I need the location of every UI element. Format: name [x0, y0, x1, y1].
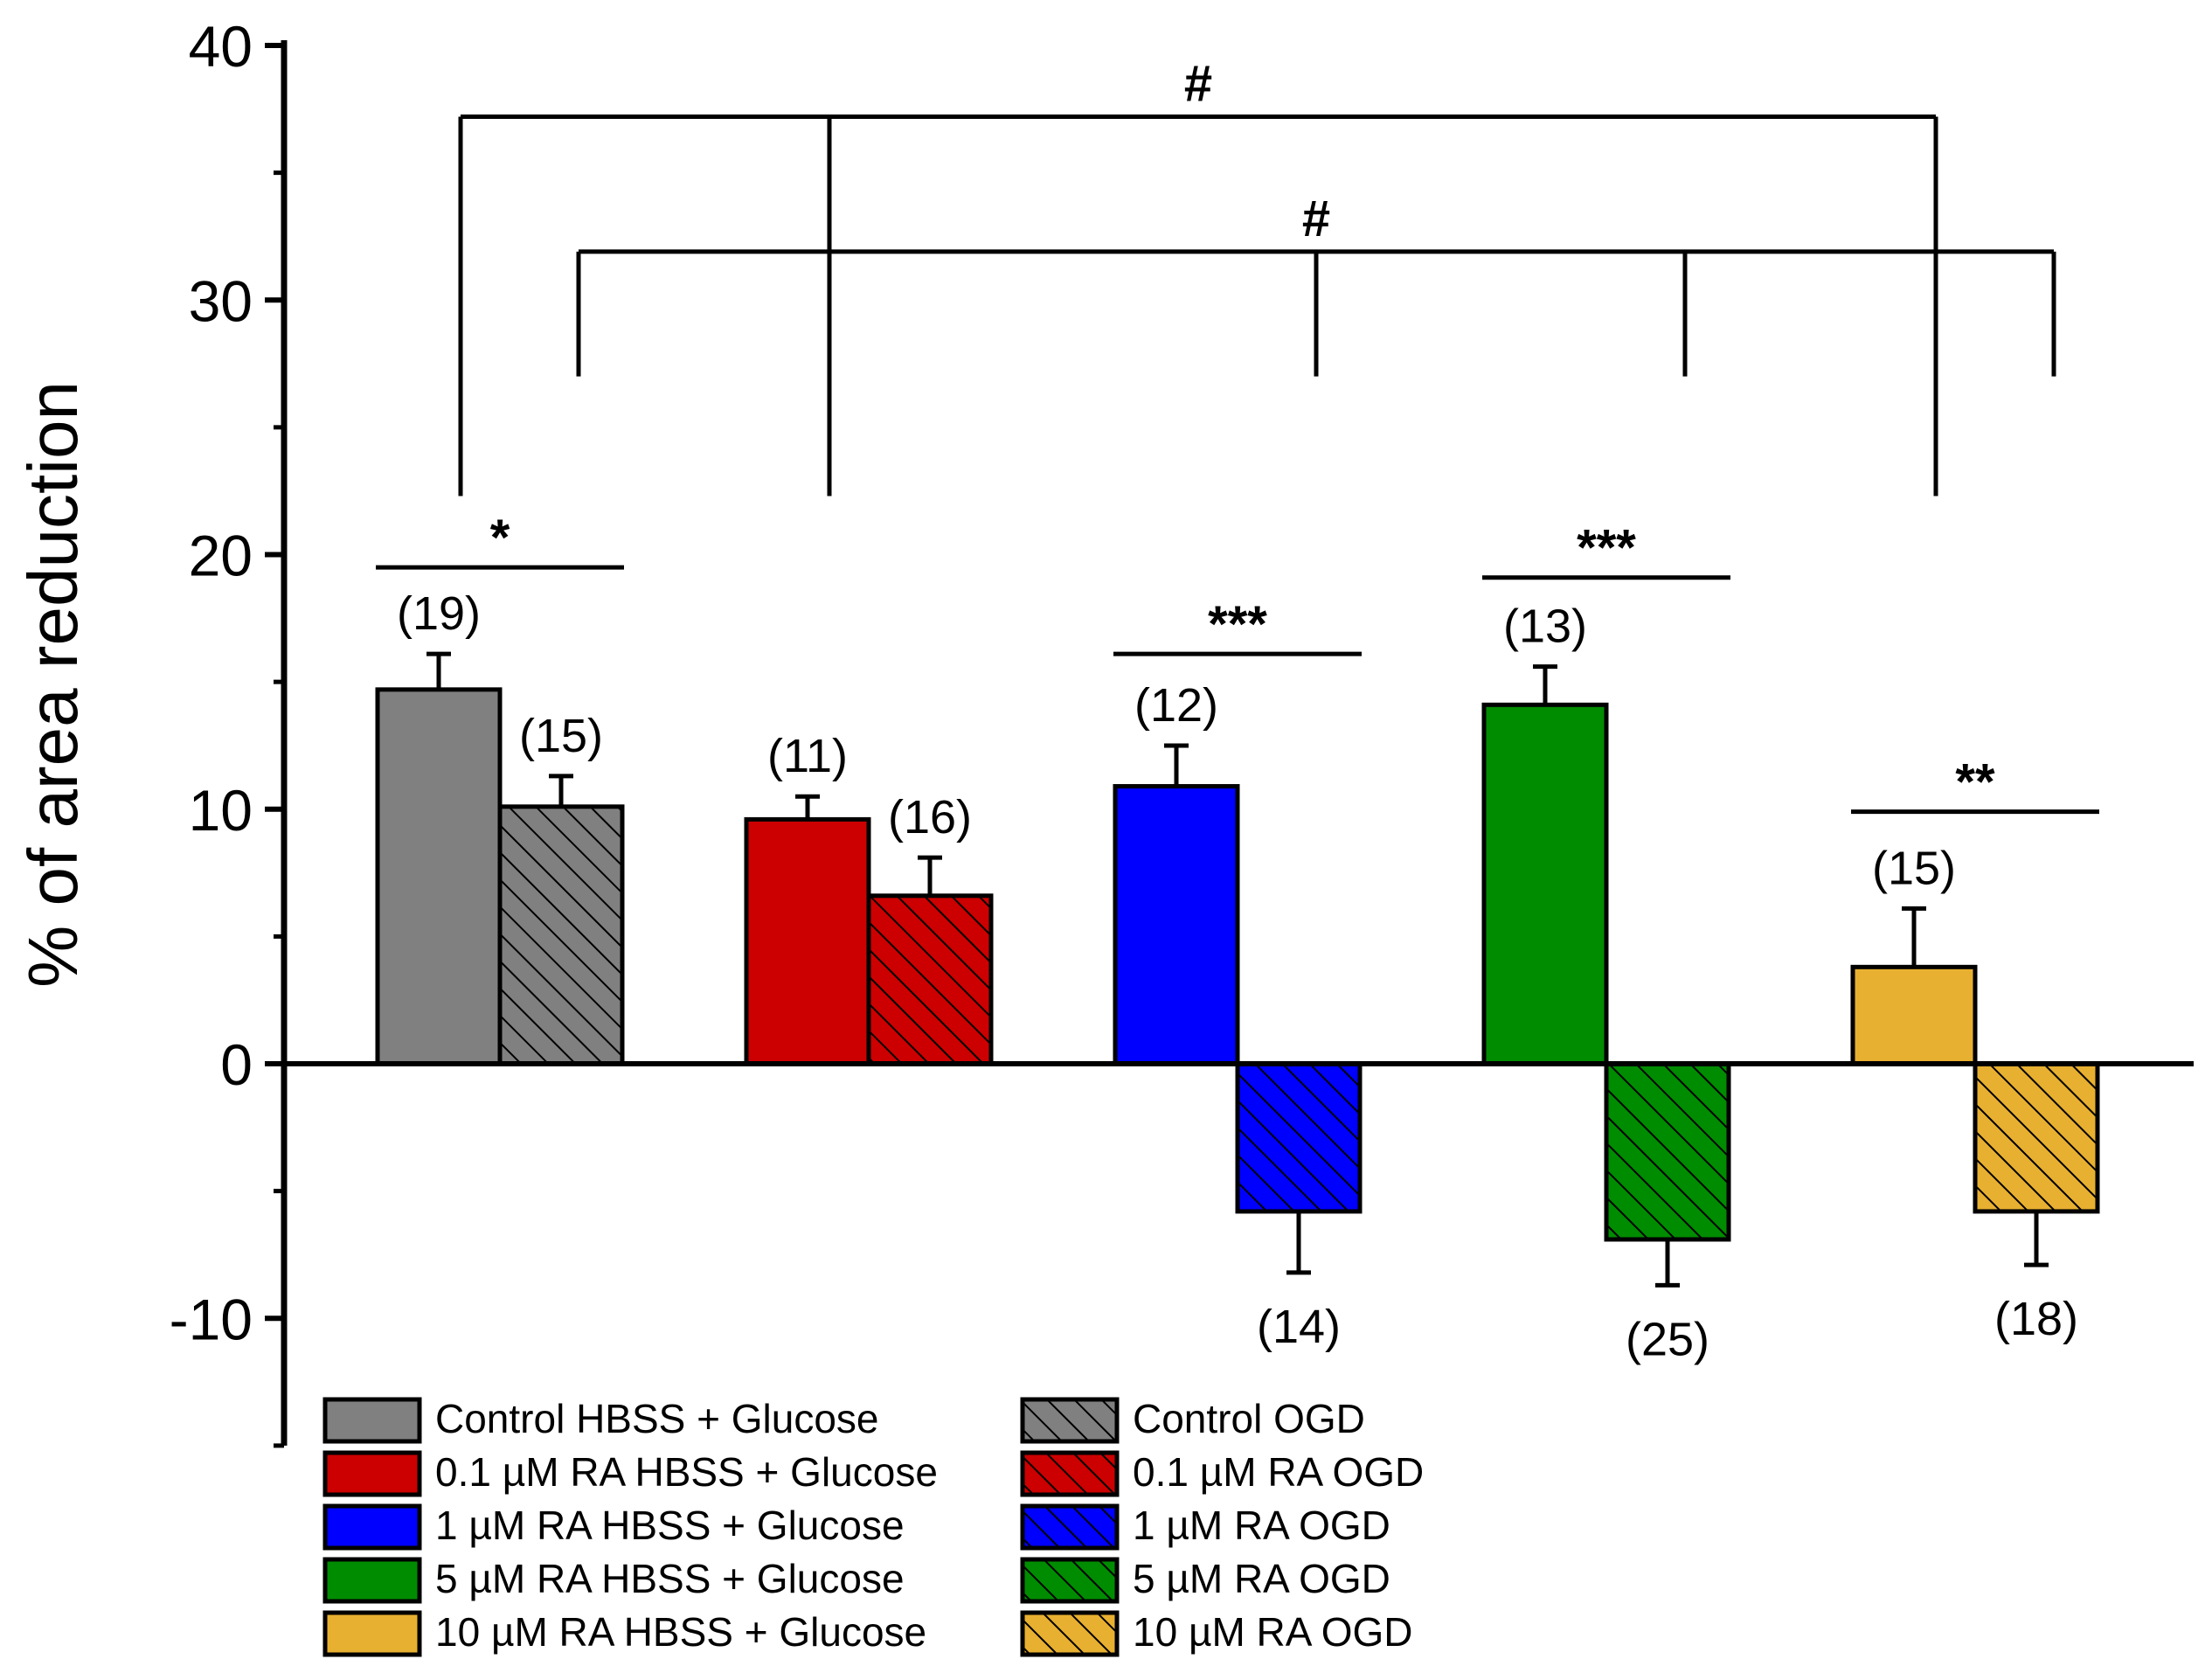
n-label-1-0: (15)	[519, 710, 603, 762]
legend-label-8: 10 µM RA HBSS + Glucose	[435, 1609, 926, 1655]
axes-layer: -10 0 10 20 30 40 % of area reduction	[14, 14, 2194, 1448]
legend-swatch-1	[1020, 1397, 1120, 1444]
bar-hatched-2	[1235, 1061, 1363, 1214]
n-label-1-1: (16)	[888, 791, 972, 843]
legend-swatch-7	[1020, 1557, 1120, 1604]
legend-swatch-9	[1020, 1610, 1120, 1657]
legend-label-6: 5 µM RA HBSS + Glucose	[435, 1556, 905, 1601]
legend-label-1: Control OGD	[1133, 1396, 1365, 1441]
bar-solid-1	[744, 816, 871, 1066]
legend-swatch-4	[322, 1503, 422, 1551]
bar-solid-0	[375, 687, 503, 1066]
bar-hatched-0	[497, 804, 625, 1066]
n-label-0-0: (19)	[397, 587, 481, 640]
annotations-layer: (19) (11) (12) (13) (15) (15) (16) (14) (25) (18)…	[376, 56, 2099, 1365]
legend: Control HBSS + Glucose Control OGD 0.1 µM…	[322, 1396, 1424, 1657]
y-tick-label: 40	[189, 14, 253, 79]
legend-label-9: 10 µM RA OGD	[1133, 1609, 1412, 1655]
y-axis-title: % of area reduction	[14, 381, 92, 988]
legend-swatch-3	[1020, 1450, 1120, 1497]
bracket-label-0: #	[1184, 56, 1212, 113]
bars-layer	[375, 651, 2100, 1288]
legend-label-0: Control HBSS + Glucose	[435, 1396, 879, 1441]
legend-label-5: 1 µM RA OGD	[1133, 1503, 1390, 1548]
legend-swatch-6	[322, 1557, 422, 1604]
legend-swatch-5	[1020, 1503, 1120, 1551]
y-tick-label: 30	[189, 268, 253, 333]
n-label-1-4: (18)	[1994, 1293, 2078, 1345]
bar-solid-3	[1481, 702, 1609, 1066]
y-tick-label: 0	[220, 1032, 253, 1097]
legend-swatch-0	[322, 1397, 422, 1444]
n-label-0-1: (11)	[767, 730, 848, 782]
bracket-label-1: #	[1302, 191, 1330, 247]
n-label-0-3: (13)	[1503, 600, 1587, 653]
n-label-1-3: (25)	[1626, 1313, 1709, 1365]
legend-swatch-2	[322, 1450, 422, 1497]
y-tick-label: 10	[189, 778, 253, 843]
legend-label-3: 0.1 µM RA OGD	[1133, 1449, 1424, 1495]
legend-label-2: 0.1 µM RA HBSS + Glucose	[435, 1449, 938, 1495]
significance-label-0: *	[490, 510, 510, 566]
y-tick-label: 20	[189, 524, 253, 588]
bar-hatched-3	[1604, 1061, 1731, 1242]
bar-hatched-4	[1973, 1061, 2100, 1214]
legend-swatch-8	[322, 1610, 422, 1657]
significance-label-1: ***	[1208, 596, 1267, 653]
legend-label-4: 1 µM RA HBSS + Glucose	[435, 1503, 905, 1548]
bar-hatched-1	[866, 893, 994, 1066]
legend-label-7: 5 µM RA OGD	[1133, 1556, 1390, 1601]
significance-label-3: **	[1955, 754, 1995, 811]
bar-solid-4	[1850, 964, 1978, 1066]
significance-label-2: ***	[1577, 520, 1636, 577]
n-label-1-2: (14)	[1257, 1301, 1341, 1353]
n-label-0-4: (15)	[1872, 842, 1956, 894]
bar-solid-2	[1113, 784, 1240, 1066]
y-tick-label: -10	[170, 1287, 253, 1351]
n-label-0-2: (12)	[1134, 679, 1218, 732]
